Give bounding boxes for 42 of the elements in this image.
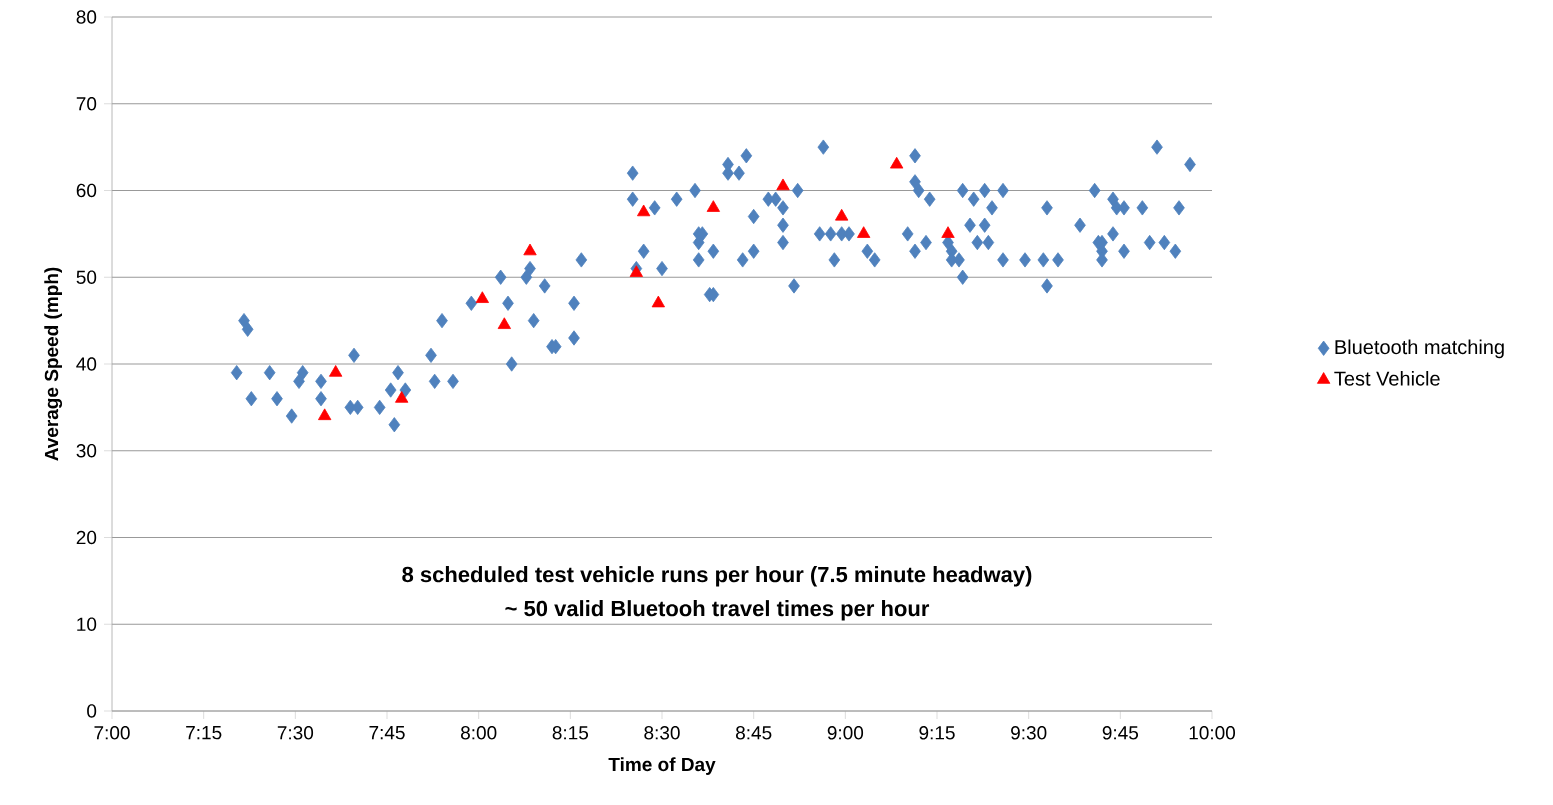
point (835, 208, 849, 221)
x-tick-label: 9:30 (1011, 726, 1047, 740)
x-tick-label: 8:00 (461, 726, 497, 740)
y-tick-label: 20 (76, 530, 97, 545)
x-tick-label: 9:45 (1102, 726, 1139, 740)
point (706, 200, 720, 212)
annotation: ~ 50 valid Bluetooh travel times per hour (505, 600, 930, 621)
legend-label: Test Vehicle (1334, 371, 1440, 386)
y-tick-label: 40 (76, 357, 97, 371)
annotation: 8 scheduled test vehicle runs per hour (7.5 minute headway) (402, 566, 1032, 587)
point (637, 204, 651, 217)
y-tick-label: 30 (76, 444, 97, 458)
point (890, 156, 904, 169)
y-tick-label: 10 (77, 617, 97, 631)
x-tick-label: 10:00 (1189, 726, 1236, 740)
x-tick-label: 9:15 (919, 726, 955, 740)
point (776, 178, 790, 191)
point (475, 291, 489, 303)
y-tick-label: 70 (76, 97, 97, 111)
x-tick-label: 9:00 (827, 726, 864, 740)
x-tick-label: 8:45 (736, 726, 772, 740)
point (329, 365, 343, 377)
point (941, 226, 955, 238)
y-tick-label: 0 (87, 704, 97, 718)
point (523, 243, 537, 256)
x-tick-label: 7:00 (94, 726, 130, 740)
y-tick-label: 60 (76, 183, 97, 198)
x-tick-label: 8:30 (644, 726, 680, 740)
x-tick-label: 7:15 (186, 726, 222, 740)
x-tick-label: 8:15 (552, 726, 589, 740)
x-tick-label: 7:30 (277, 726, 314, 740)
point (318, 408, 332, 421)
legend-label: Bluetooth matching (1335, 339, 1504, 359)
point (857, 226, 871, 238)
y-tick-label: 80 (76, 10, 97, 24)
point (651, 295, 665, 308)
y-axis-title: Average Speed (mph) (44, 267, 63, 461)
x-axis-title: Time of Day (608, 757, 716, 775)
point (629, 265, 643, 277)
x-tick-label: 7:45 (369, 726, 405, 740)
y-tick-label: 50 (76, 270, 97, 284)
point (497, 317, 511, 329)
